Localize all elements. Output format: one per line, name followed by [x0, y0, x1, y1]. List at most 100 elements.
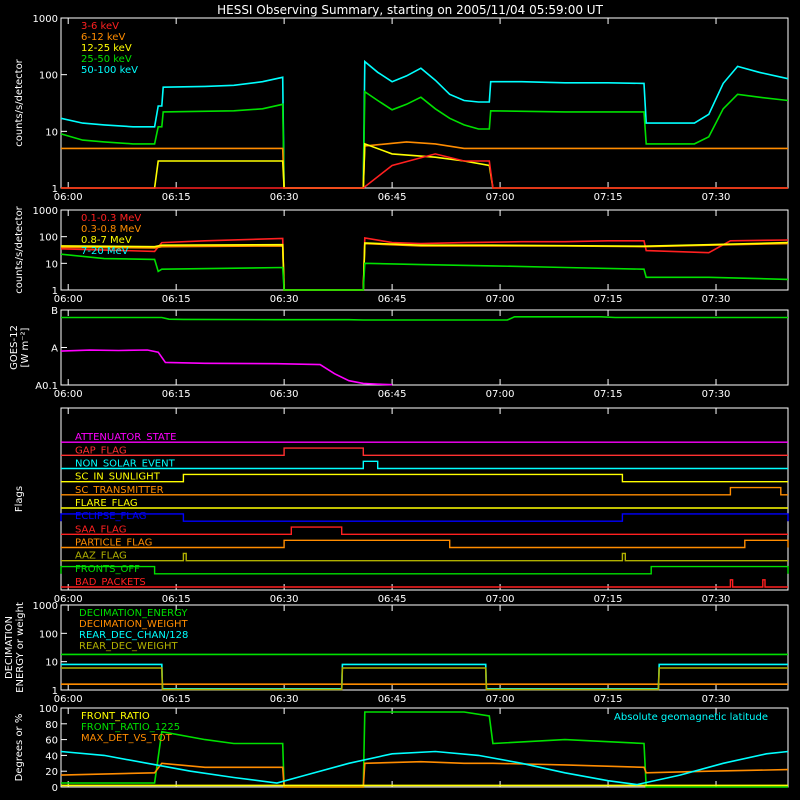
highE-legend-3: 7-20 MeV — [81, 246, 129, 257]
highE-ylabel: counts/s/detector — [14, 205, 25, 293]
goes-series-1-line — [60, 349, 393, 386]
highE-frame — [60, 209, 789, 291]
highE-panel: 06:00 06:15 06:30 06:45 07:00 07:15 07:30 count… — [14, 205, 789, 305]
flags-panel: 06:00 06:15 06:30 06:45 07:00 07:15 07:30 Flags… — [14, 407, 789, 605]
flags-row-8-label: PARTICLE_FLAG — [75, 538, 152, 549]
flags-xtick-label-1: 06:15 — [162, 594, 191, 605]
lowE-ylabel: counts/s/detector — [14, 58, 25, 146]
goes-xtick-label-1: 06:15 — [162, 389, 191, 400]
decim-xtick-label-2: 06:30 — [270, 694, 299, 705]
goes-xtick-label-0: 06:00 — [54, 389, 83, 400]
ratio-ytick-label-0: 0 — [52, 783, 58, 794]
highE-xtick-label-0: 06:00 — [54, 294, 83, 305]
goes-xtick-label-6: 07:30 — [702, 389, 731, 400]
goes-ylabel-unit: [W m⁻²] — [20, 327, 31, 367]
flags-row-3-label: SC_IN_SUNLIGHT — [75, 472, 161, 483]
highE-legend-1: 0.3-0.8 MeV — [81, 224, 141, 235]
ratio-ytick-label-4: 80 — [45, 720, 58, 731]
ratio-series-1-line — [60, 760, 789, 788]
flags-xtick-label-5: 07:15 — [594, 594, 623, 605]
decim-xtick-label-6: 07:30 — [702, 694, 731, 705]
ratio-legend-0: FRONT_RATIO — [81, 711, 150, 722]
lowE-series-0-line — [60, 59, 789, 189]
ratio-ytick-label-3: 60 — [45, 736, 58, 747]
highE-xtick-label-2: 06:30 — [270, 294, 299, 305]
lowE-series-1-line — [60, 90, 789, 189]
decim-series-3-line — [61, 667, 788, 691]
lowE-frame — [60, 17, 789, 189]
lowE-ytick-label-0: 1 — [52, 184, 58, 195]
goes-panel: 06:00 06:15 06:30 06:45 07:00 07:15 07:30 GOES-… — [9, 306, 789, 400]
ratio-right-label: Absolute geomagnetic latitude — [614, 712, 768, 723]
lowE-legend-1: 6-12 keV — [81, 32, 125, 43]
decim-ylabel-line2: ENERGY or weight — [15, 602, 26, 693]
lowE-xtick-label-3: 06:45 — [378, 192, 407, 203]
lowE-legend-0: 3-6 keV — [81, 21, 119, 32]
flags-row-4-label: SC_TRANSMITTER — [75, 485, 164, 496]
ratio-series-3-line — [60, 750, 789, 786]
flags-row-8-line — [61, 539, 789, 549]
highE-series-2-line — [60, 241, 789, 291]
ratio-ytick-label-5: 100 — [39, 704, 58, 715]
goes-xtick-label-2: 06:30 — [270, 389, 299, 400]
decim-xtick-label-0: 06:00 — [54, 694, 83, 705]
flags-row-3-line — [61, 473, 788, 483]
goes-xtick-label-3: 06:45 — [378, 389, 407, 400]
flags-row-11-line — [61, 579, 788, 588]
lowE-series-2-line — [61, 141, 788, 189]
decim-ylabel-line1: DECIMATION — [4, 616, 15, 679]
highE-series-3-line — [60, 253, 789, 291]
lowE-xtick-label-5: 07:15 — [594, 192, 623, 203]
lowE-legend-3: 25-50 keV — [81, 54, 132, 65]
highE-xtick-label-1: 06:15 — [162, 294, 191, 305]
flags-row-6-label: ECLIPSE_FLAG — [75, 511, 146, 522]
flags-row-7-label: SAA_FLAG — [75, 524, 126, 535]
flags-row-6-line — [60, 513, 789, 522]
lowE-legend-4: 50-100 keV — [81, 65, 138, 76]
decim-panel: 06:00 06:15 06:30 06:45 07:00 07:15 07:30 DECIM… — [4, 601, 789, 705]
decim-legend-1: DECIMATION_WEIGHT — [79, 619, 188, 630]
lowE-series-4-line — [61, 153, 788, 189]
flags-row-4-line — [61, 486, 788, 496]
lowE-xtick-label-1: 06:15 — [162, 192, 191, 203]
highE-legend-0: 0.1-0.3 MeV — [81, 213, 141, 224]
ratio-panel: Degrees or % 0 20 40 60 80 100 FRONT_RATIOFRONT… — [14, 704, 789, 794]
ratio-legend-1: FRONT_RATIO_1225 — [81, 722, 180, 733]
goes-ylabel: GOES-12 — [9, 325, 20, 370]
flags-xtick-label-3: 06:45 — [378, 594, 407, 605]
highE-ytick-label-3: 1000 — [33, 206, 58, 217]
highE-xtick-label-5: 07:15 — [594, 294, 623, 305]
highE-ytick-label-0: 1 — [52, 286, 58, 297]
ratio-frame — [60, 707, 789, 788]
flags-row-10-label: FRONTS_OFF — [75, 564, 140, 575]
lowE-xtick-label-2: 06:30 — [270, 192, 299, 203]
ratio-ylabel: Degrees or % — [14, 714, 25, 782]
lowE-ytick-label-2: 100 — [39, 71, 58, 82]
goes-ytick-label-0: A0.1 — [35, 381, 58, 392]
goes-ytick-label-2: B — [51, 306, 58, 317]
flags-row-9-line — [61, 552, 788, 562]
flags-row-10-line — [60, 565, 789, 575]
flags-xtick-label-0: 06:00 — [54, 594, 83, 605]
highE-series-0-line — [60, 236, 789, 291]
goes-ytick-label-1: A — [51, 344, 58, 355]
goes-xtick-label-4: 07:00 — [486, 389, 515, 400]
decim-ytick-label-3: 1000 — [33, 601, 58, 612]
highE-ytick-label-2: 100 — [39, 233, 58, 244]
lowE-ytick-label-1: 10 — [45, 127, 58, 138]
decim-xtick-label-5: 07:15 — [594, 694, 623, 705]
flags-row-2-label: NON_SOLAR_EVENT — [75, 459, 176, 470]
flags-row-11-label: BAD_PACKETS — [75, 577, 146, 588]
highE-ytick-label-1: 10 — [45, 259, 58, 270]
decim-legend-3: REAR_DEC_WEIGHT — [79, 641, 178, 652]
ratio-legend-2: MAX_DET_VS_TOT — [81, 733, 173, 744]
decim-legend-2: REAR_DEC_CHAN/128 — [79, 630, 188, 641]
goes-series-0-line — [61, 315, 788, 321]
decim-frame — [60, 604, 789, 691]
decim-xtick-label-4: 07:00 — [486, 694, 515, 705]
flags-row-1-label: GAP_FLAG — [75, 445, 127, 456]
decim-xtick-label-3: 06:45 — [378, 694, 407, 705]
lowE-xtick-label-0: 06:00 — [54, 192, 83, 203]
lowE-xtick-label-6: 07:30 — [702, 192, 731, 203]
